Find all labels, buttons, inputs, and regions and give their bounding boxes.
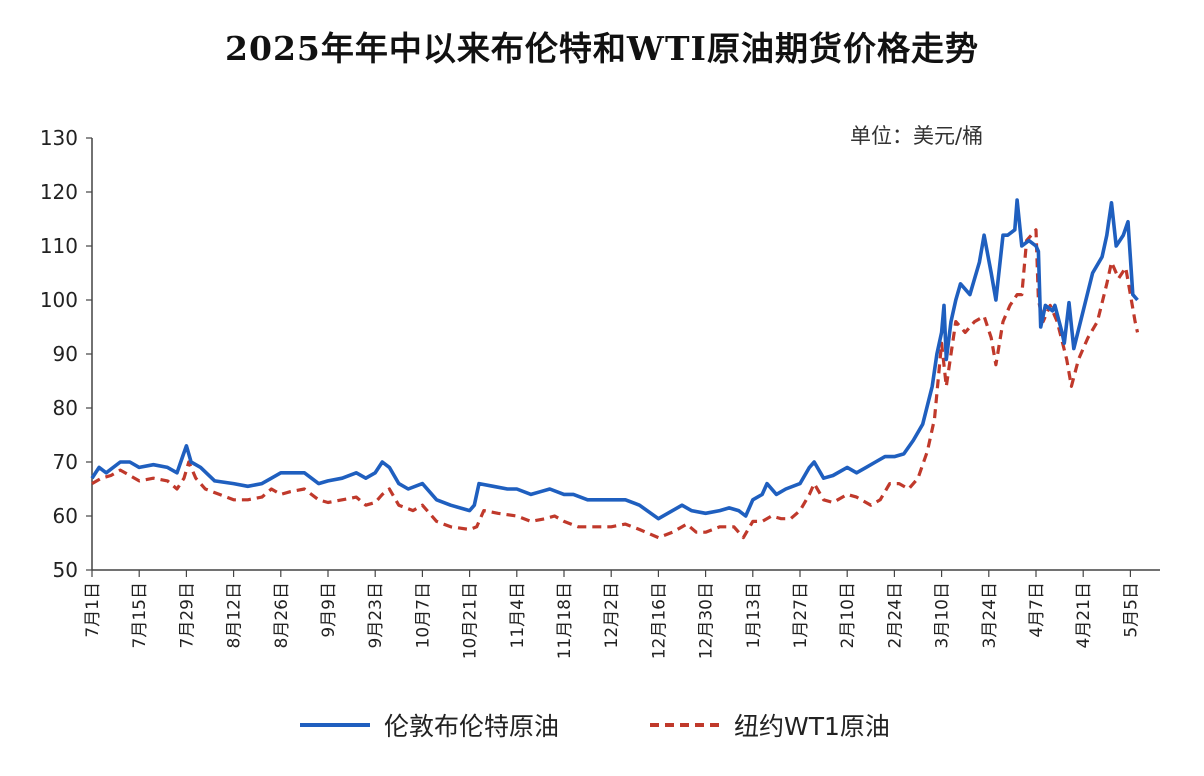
x-tick-label: 9月23日 xyxy=(366,582,386,648)
legend-item-wti: 纽约WT1原油 xyxy=(650,705,890,745)
legend-label-wti: 纽约WT1原油 xyxy=(734,712,890,741)
series-line-brent xyxy=(90,198,1139,521)
x-tick-label: 3月24日 xyxy=(980,582,1000,648)
x-tick-label: 12月30日 xyxy=(697,582,717,659)
legend-label-brent: 伦敦布伦特原油 xyxy=(384,712,560,741)
x-tick-label: 10月21日 xyxy=(461,582,481,659)
x-tick-label: 2月10日 xyxy=(838,582,858,648)
y-tick-label: 80 xyxy=(53,396,78,420)
x-tick-label: 4月7日 xyxy=(1027,582,1047,638)
y-tick-label: 70 xyxy=(53,450,78,474)
x-tick-label: 5月5日 xyxy=(1121,582,1141,638)
legend-swatch-brent xyxy=(300,723,370,727)
x-tick-label: 12月16日 xyxy=(649,582,669,659)
x-tick-label: 4月21日 xyxy=(1074,582,1094,648)
series-line-wti xyxy=(91,228,1140,540)
series-layer xyxy=(90,198,1140,540)
x-tick-label: 12月2日 xyxy=(602,582,622,648)
y-tick-label: 50 xyxy=(53,558,78,582)
x-tick-label: 8月12日 xyxy=(225,582,245,648)
x-tick-label: 11月4日 xyxy=(508,582,528,648)
legend-item-brent: 伦敦布伦特原油 xyxy=(300,705,559,745)
y-tick-label: 60 xyxy=(53,504,78,528)
x-tick-label: 7月15日 xyxy=(130,582,150,648)
y-tick-label: 130 xyxy=(40,126,78,150)
y-tick-label: 110 xyxy=(40,234,78,258)
x-tick-label: 11月18日 xyxy=(555,582,575,659)
x-tick-label: 7月1日 xyxy=(83,582,103,638)
chart-title: 2025年年中以来布伦特和WTI原油期货价格走势 xyxy=(225,29,979,68)
y-ticks: 50 60 70 80 90 100 110 120 130 xyxy=(40,126,92,582)
x-tick-label: 3月10日 xyxy=(933,582,953,648)
x-ticks: 7月1日 7月15日 7月29日 8月12日 8月26日 9月9日 9月23日 10月7日 10… xyxy=(83,570,1141,659)
x-tick-label: 1月13日 xyxy=(744,582,764,648)
x-tick-label: 2月24日 xyxy=(885,582,905,648)
y-tick-label: 100 xyxy=(40,288,78,312)
x-tick-label: 1月27日 xyxy=(791,582,811,648)
x-tick-label: 9月9日 xyxy=(319,582,339,638)
x-tick-label: 8月26日 xyxy=(272,582,292,648)
y-tick-label: 120 xyxy=(40,180,78,204)
x-tick-label: 10月7日 xyxy=(413,582,433,648)
y-tick-label: 90 xyxy=(53,342,78,366)
x-tick-label: 7月29日 xyxy=(177,582,197,648)
unit-label: 单位：美元/桶 xyxy=(850,124,984,148)
legend-swatch-wti xyxy=(650,723,720,727)
legend: 伦敦布伦特原油 纽约WT1原油 xyxy=(0,705,1204,745)
